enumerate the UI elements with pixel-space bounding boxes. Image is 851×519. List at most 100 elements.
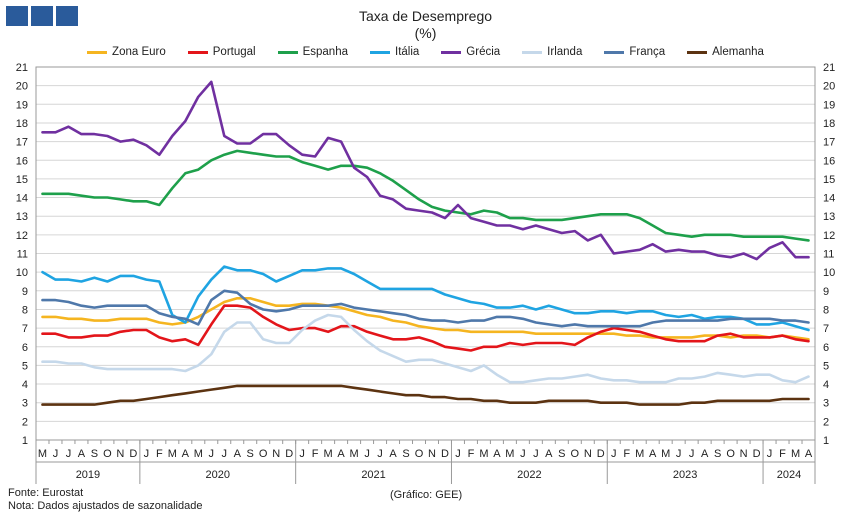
x-month-label: S: [558, 448, 565, 460]
y-tick-label-left: 16: [16, 155, 28, 167]
x-month-label: J: [611, 448, 617, 460]
x-month-label: J: [66, 448, 72, 460]
chart-title-block: Taxa de Desemprego (%): [0, 8, 851, 42]
y-tick-label-left: 17: [16, 137, 28, 149]
x-year-label: 2021: [361, 469, 385, 481]
legend-swatch: [187, 50, 208, 54]
y-tick-label-left: 18: [16, 118, 28, 130]
x-month-label: N: [428, 448, 436, 460]
legend-item: Portugal: [187, 46, 256, 58]
y-tick-label-right: 18: [823, 118, 835, 130]
x-month-label: F: [623, 448, 630, 460]
x-month-label: J: [364, 448, 370, 460]
x-month-label: S: [247, 448, 254, 460]
y-tick-label-right: 12: [823, 230, 835, 242]
x-month-label: J: [377, 448, 383, 460]
x-month-label: A: [337, 448, 345, 460]
y-tick-label-right: 2: [823, 416, 829, 428]
x-month-label: M: [505, 448, 514, 460]
y-tick-label-left: 6: [22, 342, 28, 354]
x-month-label: A: [805, 448, 813, 460]
y-tick-label-left: 2: [22, 416, 28, 428]
x-month-label: M: [194, 448, 203, 460]
x-month-label: F: [156, 448, 163, 460]
x-year-label: 2019: [76, 469, 100, 481]
y-tick-label-right: 5: [823, 360, 829, 372]
x-month-label: J: [533, 448, 539, 460]
legend-label: Portugal: [212, 46, 256, 58]
y-tick-label-left: 9: [22, 286, 28, 298]
y-tick-label-left: 13: [16, 211, 28, 223]
x-month-label: F: [312, 448, 319, 460]
y-tick-label-left: 5: [22, 360, 28, 372]
y-tick-label-left: 7: [22, 323, 28, 335]
series-line-it-lia: [41, 265, 810, 332]
series-line-irlanda: [41, 313, 810, 384]
series-line-gr-cia: [41, 80, 810, 261]
y-tick-label-right: 16: [823, 155, 835, 167]
series-line-alemanha: [41, 384, 810, 406]
x-month-label: S: [714, 448, 721, 460]
source-note: Fonte: Eurostat: [8, 487, 84, 499]
legend-swatch: [370, 50, 390, 54]
legend-item: Irlanda: [522, 46, 582, 58]
x-month-label: J: [53, 448, 59, 460]
x-month-label: M: [350, 448, 359, 460]
x-month-label: D: [597, 448, 605, 460]
y-tick-label-left: 8: [22, 304, 28, 316]
legend-swatch: [604, 50, 625, 54]
y-tick-label-left: 4: [22, 379, 28, 391]
chart-subtitle: (%): [414, 25, 437, 41]
x-month-label: M: [661, 448, 670, 460]
x-month-label: N: [116, 448, 124, 460]
legend-item: Grécia: [441, 46, 500, 58]
x-year-label: 2020: [206, 469, 230, 481]
y-tick-label-left: 1: [22, 435, 28, 447]
legend-label: Irlanda: [547, 46, 583, 58]
y-tick-label-right: 3: [823, 398, 829, 410]
x-month-label: J: [689, 448, 695, 460]
x-month-label: J: [222, 448, 228, 460]
y-tick-label-right: 15: [823, 174, 835, 186]
chart-credit: (Gráfico: GEE): [390, 489, 463, 501]
x-month-label: O: [571, 448, 580, 460]
y-tick-label-left: 19: [16, 99, 28, 111]
x-month-label: J: [676, 448, 682, 460]
x-year-label: 2023: [673, 469, 697, 481]
seasonal-note: Nota: Dados ajustados de sazonalidade: [8, 500, 203, 512]
x-month-label: A: [545, 448, 553, 460]
x-month-label: S: [402, 448, 409, 460]
y-tick-label-right: 8: [823, 304, 829, 316]
legend-swatch: [277, 50, 298, 54]
x-year-label: 2022: [517, 469, 541, 481]
legend: Zona Euro Portugal Espanha Itália Grécia Irla…: [0, 46, 851, 58]
x-month-label: A: [701, 448, 709, 460]
legend-label: Espanha: [302, 46, 348, 58]
x-month-label: D: [129, 448, 137, 460]
legend-label: Alemanha: [712, 46, 764, 58]
y-tick-label-right: 6: [823, 342, 829, 354]
x-month-label: O: [415, 448, 424, 460]
x-month-label: O: [259, 448, 268, 460]
x-month-label: O: [103, 448, 112, 460]
x-month-label: D: [441, 448, 449, 460]
legend-label: Itália: [395, 46, 420, 58]
x-month-label: A: [182, 448, 190, 460]
x-month-label: M: [479, 448, 488, 460]
x-month-label: F: [779, 448, 786, 460]
x-year-label: 2024: [777, 469, 801, 481]
legend-item: Zona Euro: [87, 46, 166, 58]
x-month-label: M: [324, 448, 333, 460]
y-tick-label-right: 21: [823, 62, 835, 74]
x-month-label: M: [791, 448, 800, 460]
x-month-label: D: [285, 448, 293, 460]
y-tick-label-right: 20: [823, 81, 835, 93]
legend-swatch: [441, 50, 462, 54]
x-month-label: J: [520, 448, 526, 460]
legend-label: Grécia: [466, 46, 501, 58]
y-tick-label-right: 1: [823, 435, 829, 447]
logo-square: [56, 6, 78, 26]
y-tick-label-left: 10: [16, 267, 28, 279]
x-month-label: N: [272, 448, 280, 460]
x-month-label: S: [91, 448, 98, 460]
